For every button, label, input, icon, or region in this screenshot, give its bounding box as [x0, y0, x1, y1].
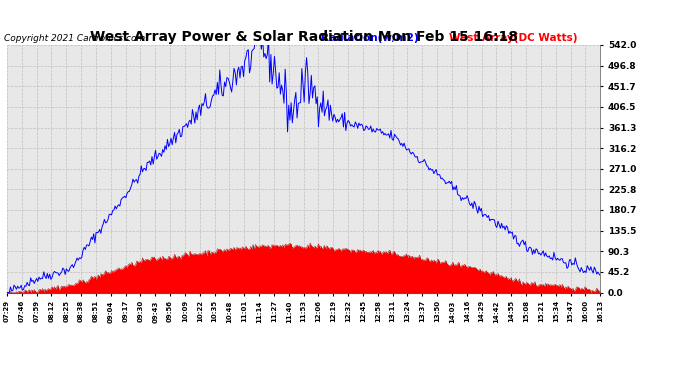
- Title: West Array Power & Solar Radiation Mon Feb 15 16:18: West Array Power & Solar Radiation Mon F…: [90, 30, 518, 44]
- Text: West Array(DC Watts): West Array(DC Watts): [449, 33, 578, 42]
- Text: Copyright 2021 Cartronics.com: Copyright 2021 Cartronics.com: [4, 33, 145, 42]
- Text: Radiation(w/m2): Radiation(w/m2): [322, 33, 419, 42]
